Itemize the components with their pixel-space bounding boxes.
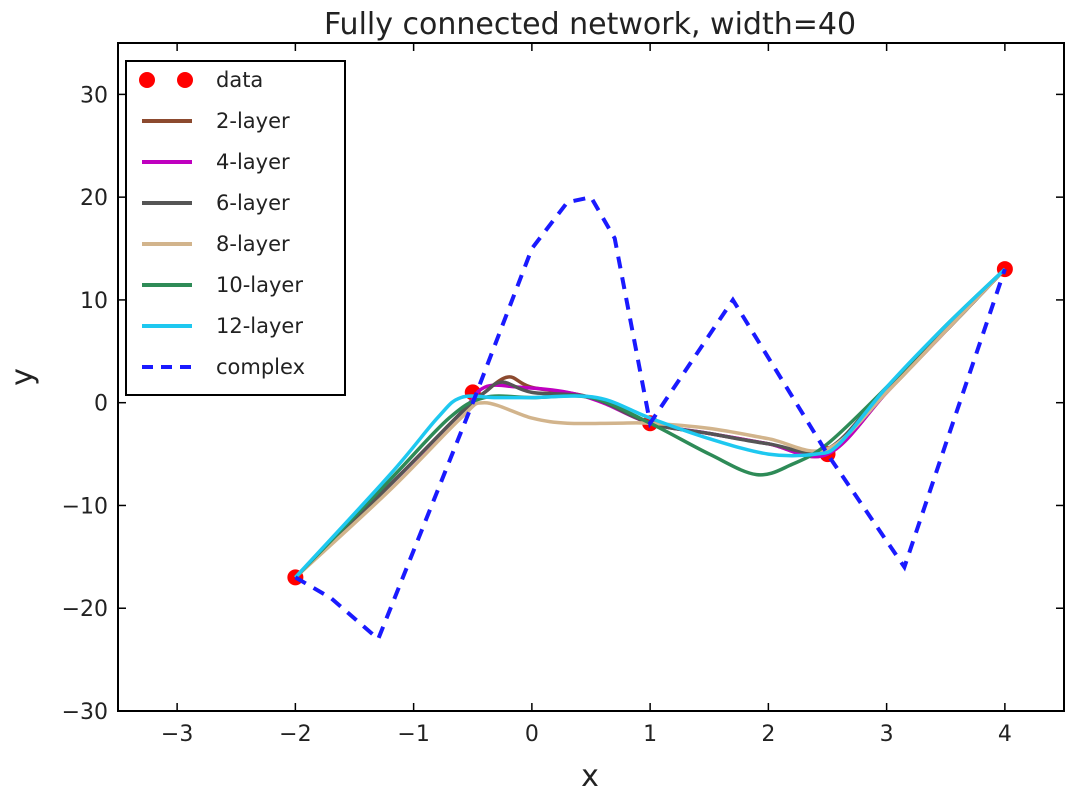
x-tick-label: −1 xyxy=(397,722,429,747)
legend-label: 8-layer xyxy=(216,232,290,256)
y-tick-label: −10 xyxy=(62,494,108,519)
y-tick-label: 0 xyxy=(94,392,108,417)
y-tick-label: −30 xyxy=(62,700,108,725)
plot-lines xyxy=(287,194,1013,643)
series-line-8-layer xyxy=(294,267,1007,579)
legend: data 2-layer 4-layer 6-layer 8-layer 10-layer… xyxy=(125,60,346,396)
y-tick-label: −20 xyxy=(62,597,108,622)
legend-label: data xyxy=(216,68,263,92)
series-line-complex xyxy=(294,194,1007,643)
legend-label: 2-layer xyxy=(216,109,290,133)
x-tick-label: 4 xyxy=(998,722,1012,747)
legend-label: 4-layer xyxy=(216,150,290,174)
legend-label: 6-layer xyxy=(216,191,290,215)
legend-marker xyxy=(177,72,193,88)
chart-title: Fully connected network, width=40 xyxy=(324,7,856,42)
x-axis-label: x xyxy=(581,759,599,794)
x-tick-label: 3 xyxy=(880,722,894,747)
x-tick-label: 2 xyxy=(761,722,775,747)
y-tick-label: 10 xyxy=(80,289,108,314)
x-tick-label: 1 xyxy=(643,722,657,747)
y-tick-label: 20 xyxy=(80,186,108,211)
x-tick-label: −3 xyxy=(161,722,193,747)
y-tick-label: 30 xyxy=(80,83,108,108)
x-tick-label: −2 xyxy=(279,722,311,747)
legend-marker xyxy=(139,72,155,88)
legend-label: complex xyxy=(216,355,305,379)
legend-box xyxy=(125,60,346,396)
legend-label: 10-layer xyxy=(216,273,303,297)
x-tick-label: 0 xyxy=(525,722,539,747)
legend-label: 12-layer xyxy=(216,314,303,338)
y-axis-label: y xyxy=(5,368,40,386)
series-line-12-layer xyxy=(294,267,1007,579)
